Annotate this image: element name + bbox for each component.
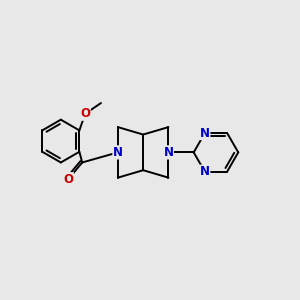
Text: O: O [63, 172, 73, 186]
Text: N: N [113, 146, 123, 159]
Text: N: N [200, 165, 210, 178]
Text: N: N [200, 127, 210, 140]
Text: O: O [80, 107, 90, 120]
Text: N: N [164, 146, 173, 159]
